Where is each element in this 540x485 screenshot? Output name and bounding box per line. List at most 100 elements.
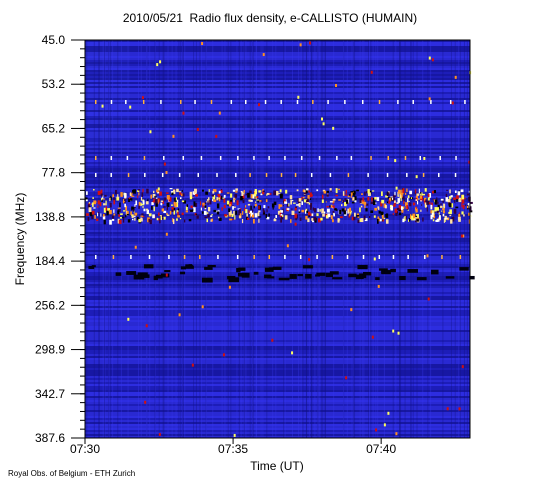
burst (255, 201, 257, 203)
burst (305, 208, 308, 211)
burst (146, 209, 149, 215)
dark-blob (302, 265, 313, 269)
burst (122, 217, 125, 223)
burst (367, 192, 371, 196)
spectrogram-streak (163, 40, 165, 438)
burst (229, 210, 232, 215)
burst (390, 197, 394, 200)
credit: Royal Obs. of Belgium - ETH Zurich (8, 469, 135, 478)
burst (381, 215, 384, 219)
spectrogram-row (85, 160, 470, 162)
spot (126, 210, 129, 214)
dash (268, 156, 270, 160)
spectrogram-row (85, 432, 470, 434)
burst (250, 213, 252, 218)
burst (157, 198, 160, 203)
burst (305, 189, 308, 194)
spectrogram-row (85, 282, 470, 284)
spectrogram-streak (422, 40, 424, 438)
burst (424, 202, 427, 207)
spectrogram-row (85, 102, 470, 104)
burst (206, 218, 209, 223)
spectrogram-streak (346, 40, 348, 438)
burst (378, 218, 380, 222)
spectrogram-streak (298, 40, 300, 438)
burst (341, 204, 343, 207)
burst (322, 189, 326, 192)
spot (462, 234, 465, 238)
burst (234, 194, 238, 198)
burst (306, 202, 310, 204)
spectrogram-row (85, 84, 470, 86)
burst (118, 219, 122, 225)
dark-blob (88, 265, 95, 269)
burst (402, 196, 405, 200)
burst (468, 196, 471, 202)
spectrogram-streak (102, 40, 104, 438)
dash (130, 255, 132, 259)
dark-blob (179, 271, 186, 275)
dash (110, 100, 113, 104)
burst (153, 198, 156, 203)
burst (330, 215, 333, 220)
burst (378, 207, 380, 210)
dark-blob (236, 267, 241, 273)
burst (415, 218, 417, 223)
burst (170, 191, 174, 194)
burst (199, 201, 202, 206)
spot (431, 58, 434, 62)
spectrogram-row (85, 390, 470, 392)
burst (401, 209, 404, 213)
spot (127, 317, 130, 321)
spectrogram-row (85, 298, 470, 300)
burst (363, 215, 366, 220)
dash (299, 255, 302, 259)
burst (339, 216, 343, 219)
spectrogram-streak (324, 40, 326, 438)
spot (165, 171, 168, 175)
dash (95, 100, 97, 104)
burst (228, 208, 231, 212)
dash (194, 100, 196, 104)
burst (125, 214, 127, 218)
burst (461, 198, 465, 204)
spectrogram-streak (354, 40, 356, 438)
burst (412, 213, 416, 219)
burst (453, 208, 457, 214)
spectrogram-streak (458, 40, 460, 438)
burst (218, 209, 220, 213)
spectrogram-row (85, 72, 470, 74)
burst (267, 206, 270, 209)
spot (460, 234, 463, 238)
burst (120, 192, 123, 197)
dark-blob (160, 273, 170, 278)
burst (291, 208, 293, 211)
burst (280, 215, 283, 220)
spectrogram-row (85, 232, 470, 234)
spectrogram-row (85, 90, 470, 92)
burst (145, 201, 149, 205)
burst (252, 194, 255, 199)
dark-blob (188, 265, 193, 269)
burst (371, 190, 375, 192)
burst (176, 218, 178, 221)
dash (280, 173, 283, 177)
spectrogram-row (85, 248, 470, 250)
spot (214, 189, 217, 193)
burst (113, 213, 116, 216)
burst (141, 192, 144, 197)
burst (91, 210, 95, 215)
burst (92, 197, 94, 199)
burst (344, 201, 347, 207)
spectrogram-streak (255, 40, 257, 438)
burst (282, 208, 284, 214)
burst (311, 213, 314, 217)
burst (112, 194, 115, 198)
dash (296, 100, 299, 104)
burst (146, 188, 149, 194)
burst (97, 212, 99, 217)
burst (386, 191, 388, 197)
burst (97, 200, 100, 205)
burst (260, 193, 263, 196)
spectrogram-row (85, 330, 470, 332)
